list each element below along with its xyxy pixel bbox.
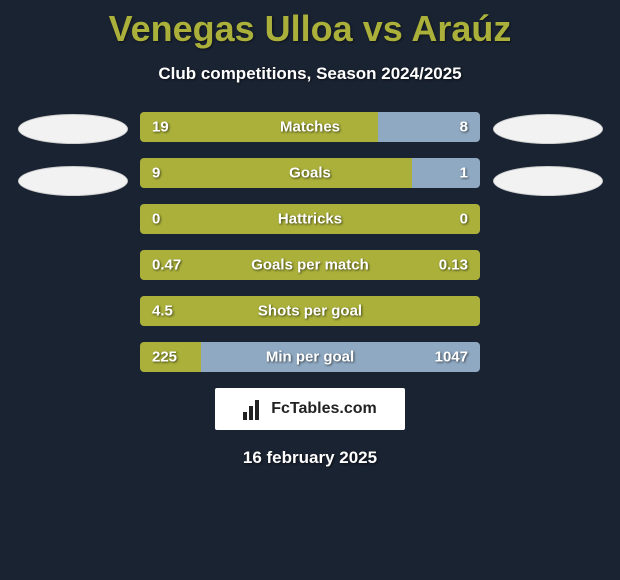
left-flags-col: [5, 112, 140, 196]
stat-right-value: 0.13: [439, 257, 468, 274]
stat-row: 19 Matches 8: [140, 112, 480, 142]
stats-section: 19 Matches 8 9 Goals 1 0 Hattricks 0 0.47 Goals pe…: [0, 112, 620, 372]
bar-left-seg: [140, 158, 412, 188]
player-flag-right: [493, 166, 603, 196]
bar-right-seg: [412, 158, 480, 188]
stat-left-value: 19: [152, 119, 169, 136]
player-flag-left: [18, 166, 128, 196]
stat-right-value: 8: [460, 119, 468, 136]
stat-row: 9 Goals 1: [140, 158, 480, 188]
stat-left-value: 9: [152, 165, 160, 182]
stat-left-value: 4.5: [152, 303, 173, 320]
stat-label: Shots per goal: [258, 303, 362, 320]
stat-label: Hattricks: [278, 211, 342, 228]
stat-left-value: 225: [152, 349, 177, 366]
stat-label: Min per goal: [266, 349, 354, 366]
stat-label: Goals per match: [251, 257, 369, 274]
stat-left-value: 0.47: [152, 257, 181, 274]
comparison-card: Venegas Ulloa vs Araúz Club competitions…: [0, 0, 620, 580]
stat-row: 0.47 Goals per match 0.13: [140, 250, 480, 280]
subtitle: Club competitions, Season 2024/2025: [158, 64, 461, 84]
page-title: Venegas Ulloa vs Araúz: [109, 8, 512, 50]
fctables-icon: [243, 398, 265, 420]
stat-right-value: 1047: [435, 349, 468, 366]
stat-row: 0 Hattricks 0: [140, 204, 480, 234]
stat-right-value: 0: [460, 211, 468, 228]
player-flag-left: [18, 114, 128, 144]
stat-row: 225 Min per goal 1047: [140, 342, 480, 372]
player-flag-right: [493, 114, 603, 144]
stat-left-value: 0: [152, 211, 160, 228]
right-flags-col: [480, 112, 615, 196]
date-label: 16 february 2025: [243, 448, 377, 468]
bar-left-seg: [140, 112, 378, 142]
stat-label: Goals: [289, 165, 331, 182]
stat-row: 4.5 Shots per goal: [140, 296, 480, 326]
stat-right-value: 1: [460, 165, 468, 182]
stat-label: Matches: [280, 119, 340, 136]
bars-col: 19 Matches 8 9 Goals 1 0 Hattricks 0 0.47 Goals pe…: [140, 112, 480, 372]
logo-text: FcTables.com: [271, 400, 377, 418]
source-logo[interactable]: FcTables.com: [215, 388, 405, 430]
